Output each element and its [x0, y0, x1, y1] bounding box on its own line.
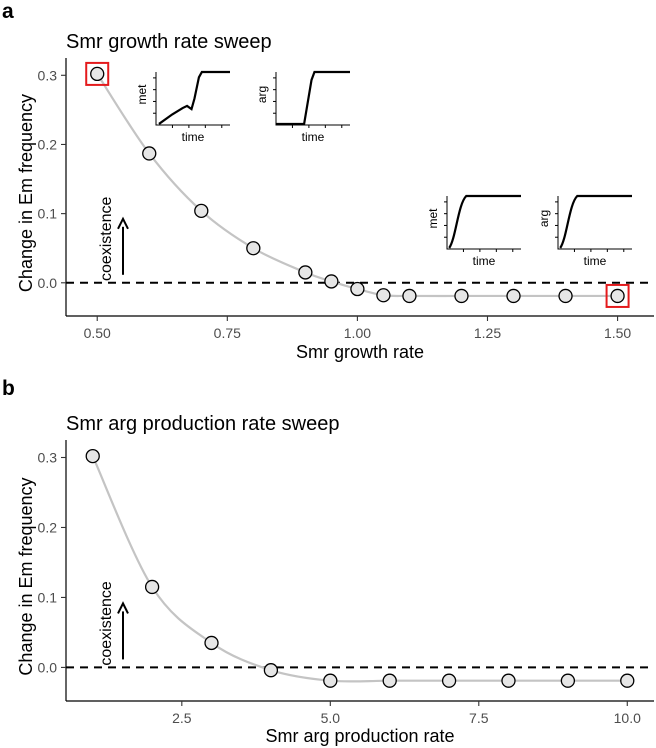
- data-point: [142, 146, 157, 161]
- inset-plot: time met: [135, 70, 230, 144]
- data-point: [501, 673, 516, 688]
- highlight-box: [605, 283, 630, 308]
- y-tick-label: 0.0: [38, 659, 58, 675]
- panel-b: b Smr arg production rate sweep 0.0 0.1 0.2 0…: [2, 377, 654, 746]
- x-tick-label: 2.5: [172, 710, 192, 726]
- inset-axes: [275, 72, 350, 126]
- inset-x-label: time: [584, 254, 607, 268]
- inset-y-label: arg: [537, 210, 551, 227]
- x-tick-label: 0.50: [84, 325, 111, 341]
- data-point: [323, 673, 338, 688]
- data-point: [350, 281, 365, 297]
- highlight-box: [85, 61, 110, 86]
- inset-curve: [158, 70, 230, 125]
- inset-plot: time arg: [255, 70, 350, 144]
- inset-curve: [276, 70, 350, 126]
- data-point: [610, 288, 625, 304]
- data-point: [204, 635, 219, 651]
- y-tick-label: 0.1: [38, 589, 58, 605]
- inset-y-label: met: [426, 208, 440, 229]
- inset-plot: time met: [426, 194, 521, 268]
- coexistence-arrow-head: [117, 216, 129, 230]
- y-tick-label: 0.2: [38, 519, 58, 535]
- data-point: [246, 241, 261, 256]
- y-axis-title: Change in Em frequency: [16, 94, 36, 292]
- inset-plot: time arg: [537, 194, 632, 268]
- inset-y-label: arg: [255, 86, 269, 103]
- panel-letter: a: [2, 0, 14, 23]
- data-point: [441, 673, 457, 688]
- inset-axes: [557, 196, 632, 250]
- x-tick-label: 1.50: [604, 325, 631, 341]
- y-tick-label: 0.2: [38, 136, 58, 152]
- data-point: [560, 673, 576, 688]
- inset-x-label: time: [182, 130, 205, 144]
- y-axis-title: Change in Em frequency: [16, 477, 36, 675]
- inset-axes: [446, 196, 521, 250]
- coexistence-label: coexistence: [98, 581, 115, 666]
- y-tick-label: 0.1: [38, 206, 58, 222]
- data-point: [194, 203, 209, 219]
- chart-title: Smr growth rate sweep: [66, 31, 272, 53]
- x-tick-label: 0.75: [214, 325, 241, 341]
- coexistence-arrow-head: [117, 601, 129, 614]
- data-point: [402, 288, 417, 304]
- x-tick-label: 1.00: [344, 325, 371, 341]
- series-line: [96, 73, 618, 298]
- panel-letter: b: [2, 377, 15, 400]
- data-point: [144, 579, 160, 595]
- x-tick-label: 10.0: [614, 710, 641, 726]
- inset-x-label: time: [473, 254, 496, 268]
- series-line: [91, 455, 628, 683]
- y-tick-label: 0.0: [38, 275, 58, 291]
- data-point: [298, 265, 313, 280]
- inset-curve: [559, 194, 632, 249]
- data-point: [382, 673, 397, 688]
- chart-title: Smr arg production rate sweep: [66, 413, 339, 435]
- inset-y-label: met: [135, 84, 149, 105]
- data-point: [506, 288, 521, 304]
- coexistence-label: coexistence: [98, 196, 115, 281]
- inset-x-label: time: [302, 130, 325, 144]
- data-point: [90, 66, 105, 82]
- panel-a: a Smr growth rate sweep 0.0 0.1 0.2 0.3 0.50 0.…: [2, 0, 654, 362]
- data-point: [558, 288, 573, 304]
- data-point: [454, 288, 469, 304]
- x-axis-title: Smr arg production rate: [265, 726, 454, 746]
- x-tick-label: 1.25: [474, 325, 501, 341]
- data-point: [324, 274, 339, 289]
- data-point: [620, 673, 635, 688]
- x-tick-label: 5.0: [321, 710, 341, 726]
- data-point: [85, 448, 100, 464]
- data-point: [376, 288, 391, 303]
- x-tick-label: 7.5: [469, 710, 489, 726]
- x-axis-title: Smr growth rate: [296, 342, 424, 362]
- inset-curve: [448, 194, 521, 249]
- data-point: [263, 663, 279, 678]
- y-tick-label: 0.3: [38, 67, 58, 83]
- y-tick-label: 0.3: [38, 449, 58, 465]
